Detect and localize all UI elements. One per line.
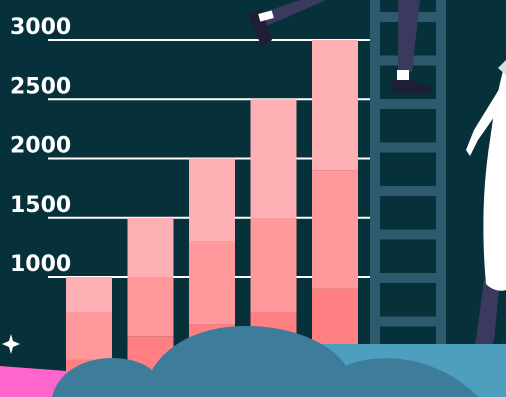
climber-sock xyxy=(258,10,274,22)
ladder-rung xyxy=(376,229,440,240)
cloud xyxy=(52,326,478,397)
bar-segment xyxy=(127,217,174,277)
bar-segment xyxy=(189,241,235,325)
bar-segment xyxy=(250,217,297,313)
y-tick-label: 3000 xyxy=(10,15,71,40)
bar-segment xyxy=(312,40,358,171)
ladder-rung xyxy=(376,99,440,109)
figure-arm xyxy=(466,78,506,156)
person-climbing-ladder xyxy=(248,0,432,94)
figure-arm-shadow xyxy=(498,60,506,75)
ladder-rung xyxy=(376,186,440,196)
ladder-rung xyxy=(376,273,440,283)
ladder-rail-left xyxy=(370,0,380,362)
climber-left-shoe xyxy=(248,10,272,48)
bar-segment xyxy=(66,277,112,313)
figure-coat xyxy=(483,60,506,291)
climber-right-leg xyxy=(398,0,420,72)
y-axis-ticks: 1000 1500 2000 2500 3000 xyxy=(10,15,71,277)
y-tick-label: 1500 xyxy=(10,193,71,218)
ladder-rung xyxy=(376,316,440,327)
climber-right-sock xyxy=(397,70,409,80)
ladder-rung xyxy=(376,142,440,153)
bar-segment xyxy=(127,277,174,337)
bar-segment xyxy=(66,312,112,360)
bar-segment xyxy=(250,99,297,218)
y-tick-label: 2000 xyxy=(10,134,71,159)
climber-left-leg xyxy=(248,0,326,28)
climber-right-shoe xyxy=(392,80,432,94)
y-tick-label: 2500 xyxy=(10,74,71,99)
ladder-rail-right xyxy=(436,0,446,362)
bar-segment xyxy=(312,170,358,289)
sparkle-icon xyxy=(2,334,20,354)
bar-segment xyxy=(189,158,235,242)
y-tick-label: 1000 xyxy=(10,252,71,277)
